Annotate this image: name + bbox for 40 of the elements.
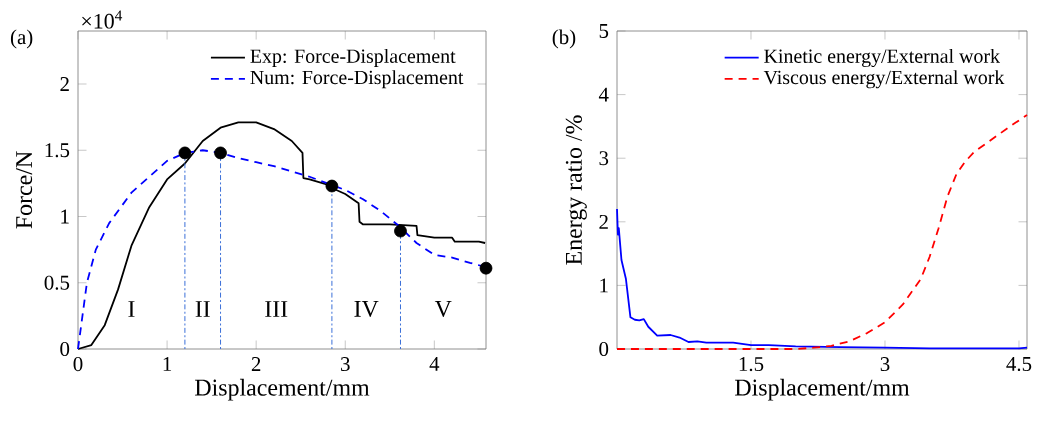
y-tick-label: 3 (599, 151, 609, 166)
point (394, 224, 407, 238)
x-tick-label: 3 (341, 357, 350, 372)
y-tick-label: 5 (599, 24, 609, 38)
x-axis-title: Displacement/mm (735, 378, 910, 401)
text: ×10$^{4}$ (82, 10, 123, 29)
legend-label: Viscous energy/External work (763, 70, 1005, 89)
y-tick-label: 1 (600, 278, 608, 293)
x-tick-label: 4 (429, 357, 440, 371)
chart-title: (b) (552, 29, 576, 49)
point (325, 179, 339, 193)
y-tick-label: 1 (61, 209, 69, 224)
legend-label: Exp: Force-Displacement (250, 48, 456, 67)
y-axis-title: Force/N (16, 151, 33, 229)
y-axis-title: Energy ratio /% (565, 115, 587, 265)
y-tick-label: 4 (598, 87, 609, 102)
x-tick-label: 2 (251, 357, 261, 371)
x-tick-label: 3 (880, 357, 890, 372)
y-tick-label: 1.5 (45, 143, 70, 158)
annotation: IV (354, 300, 379, 318)
chart-title: (a) (10, 29, 33, 49)
annotation: V (434, 300, 452, 318)
x-tick-label: 4.5 (1006, 357, 1032, 372)
y-tick-label: 2 (599, 214, 608, 229)
x-tick-label: 1.5 (739, 357, 764, 372)
annotation: I (128, 301, 135, 317)
y-tick-label: 0.5 (44, 275, 70, 290)
annotation: III (265, 301, 288, 317)
point (479, 261, 493, 275)
y-tick-label: 0 (599, 341, 609, 357)
legend-label: Kinetic energy/External work (764, 48, 1001, 68)
point (214, 146, 227, 160)
point (178, 146, 192, 160)
x-tick-label: 0 (73, 357, 83, 372)
y-tick-label: 2 (60, 77, 69, 91)
y-tick-label: 0 (60, 341, 70, 357)
x-axis-title: Displacement/mm (195, 378, 370, 401)
legend-label: Num: Force-Displacement (250, 70, 464, 89)
x-tick-label: 1 (163, 357, 172, 371)
annotation: II (195, 301, 210, 317)
